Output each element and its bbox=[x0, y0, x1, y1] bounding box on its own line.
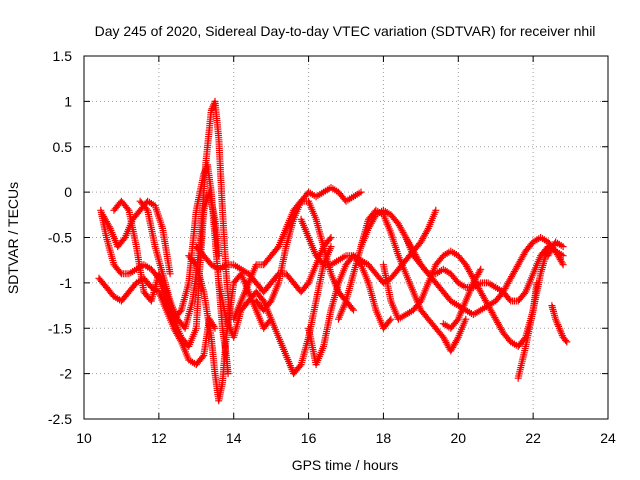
series-arc-1 bbox=[95, 274, 219, 369]
y-tick-label: -1 bbox=[60, 275, 73, 291]
plus-markers bbox=[439, 265, 485, 332]
y-axis-label: SDTVAR / TECUs bbox=[5, 182, 21, 294]
y-tick-label: 1.5 bbox=[53, 48, 73, 64]
x-tick-label: 10 bbox=[76, 430, 92, 446]
x-tick-label: 24 bbox=[600, 430, 616, 446]
y-tick-label: -1.5 bbox=[48, 320, 72, 336]
series-arc-6 bbox=[185, 252, 275, 405]
series-arc-13 bbox=[335, 206, 470, 355]
x-axis-label: GPS time / hours bbox=[292, 457, 399, 473]
x-tick-label: 22 bbox=[525, 430, 541, 446]
x-tick-label: 20 bbox=[450, 430, 466, 446]
plus-markers bbox=[548, 302, 571, 346]
series-arc-18 bbox=[514, 243, 552, 382]
x-tick-label: 14 bbox=[226, 430, 242, 446]
plus-markers bbox=[544, 238, 567, 260]
plus-markers bbox=[215, 243, 335, 378]
plus-markers bbox=[185, 252, 275, 405]
axis-ticks: 10 12 14 16 18 20 22 24 -2.5 -2 -1.5 -1 -0.5 0 0.5 1 1.5 bbox=[48, 48, 616, 446]
y-tick-label: -0.5 bbox=[48, 230, 72, 246]
y-tick-label: -2 bbox=[60, 366, 73, 382]
plus-markers bbox=[335, 206, 470, 355]
chart-title: Day 245 of 2020, Sidereal Day-to-day VTE… bbox=[95, 23, 596, 39]
plus-markers bbox=[514, 243, 552, 382]
series-arc-17 bbox=[439, 265, 485, 332]
y-tick-label: 1 bbox=[64, 93, 72, 109]
plus-markers bbox=[99, 197, 174, 278]
data-points bbox=[95, 97, 571, 405]
series-arc-3 bbox=[99, 197, 174, 278]
plus-markers bbox=[402, 234, 567, 319]
series-arc-19 bbox=[548, 302, 571, 346]
x-tick-label: 16 bbox=[301, 430, 317, 446]
series-arc-16 bbox=[402, 234, 567, 319]
y-tick-label: 0.5 bbox=[53, 139, 73, 155]
x-tick-label: 12 bbox=[151, 430, 167, 446]
series-arc-8 bbox=[215, 243, 335, 378]
x-tick-label: 18 bbox=[376, 430, 392, 446]
y-tick-label: 0 bbox=[64, 184, 72, 200]
y-tick-label: -2.5 bbox=[48, 411, 72, 427]
plus-markers bbox=[95, 274, 219, 369]
series-arc-20 bbox=[544, 238, 567, 260]
